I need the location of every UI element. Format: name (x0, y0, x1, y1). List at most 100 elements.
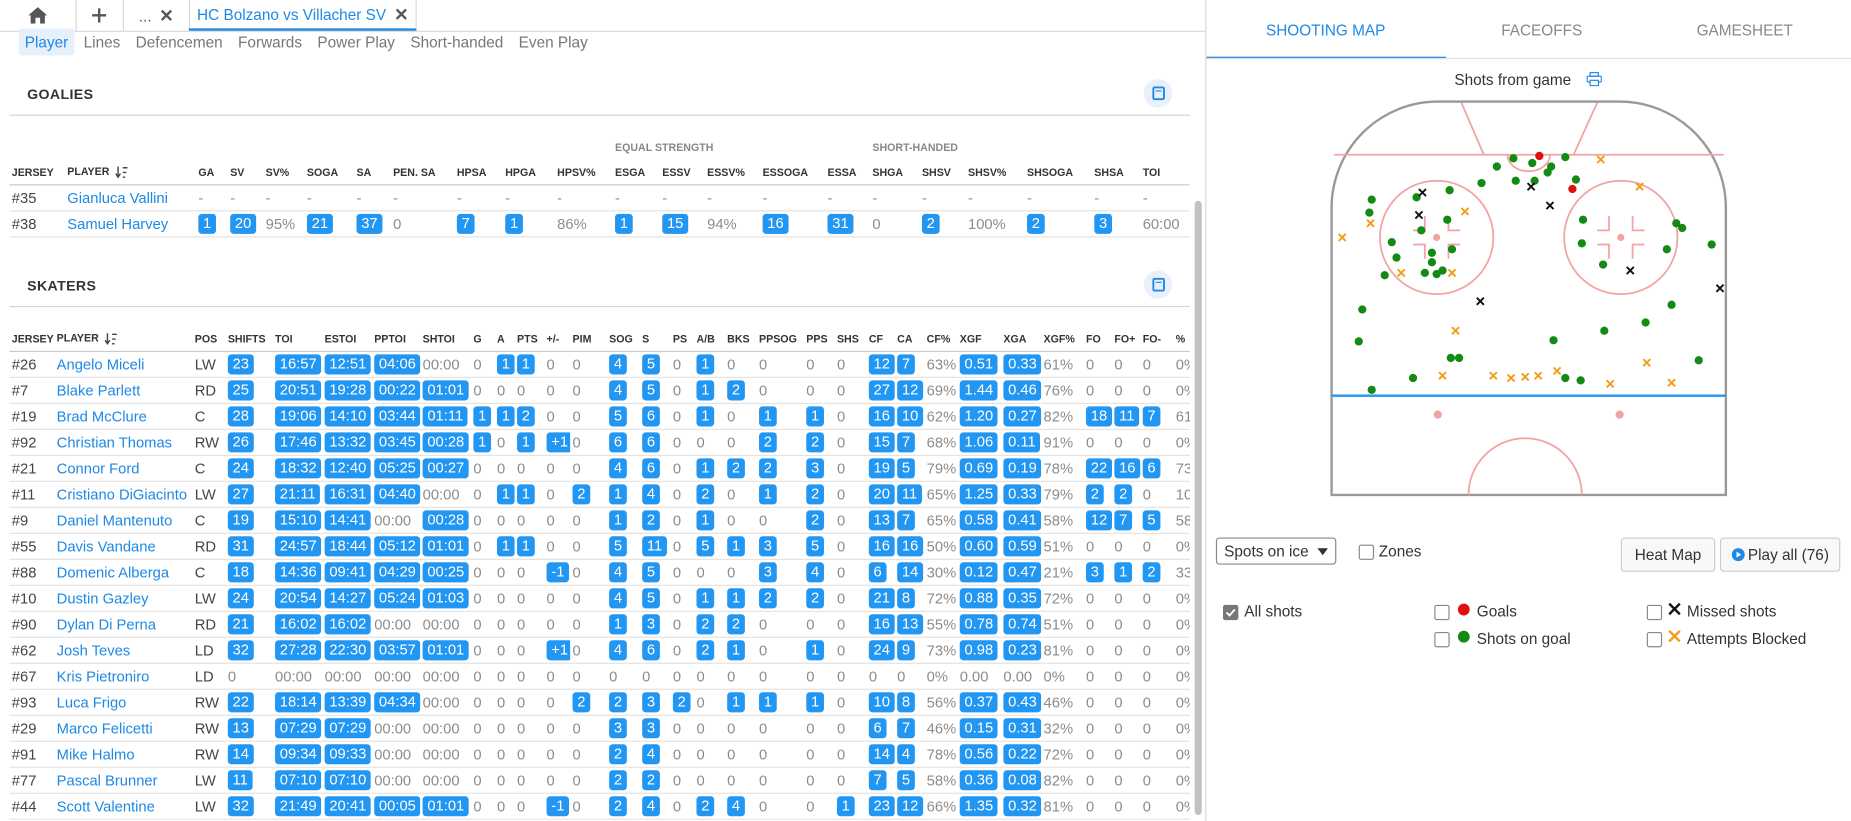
play-all-button[interactable]: Play all (76) (1719, 537, 1841, 572)
sub-tab[interactable]: Defencemen (135, 33, 223, 51)
sub-tab[interactable]: Forwards (238, 33, 303, 51)
column-header[interactable]: PLAYER (54, 326, 193, 353)
player-link[interactable]: Blake Parlett (56, 382, 141, 399)
shots-on-goal-checkbox[interactable] (1434, 631, 1450, 648)
player-link[interactable]: Davis Vandane (56, 538, 156, 555)
table-cell: 2 (570, 481, 607, 508)
column-header: SOG (606, 326, 640, 353)
stat-badge: 16 (897, 536, 924, 557)
player-link[interactable]: Dustin Gazley (56, 590, 149, 607)
player-link[interactable]: Connor Ford (56, 460, 140, 477)
zones-checkbox[interactable] (1358, 544, 1375, 560)
table-cell: 00:28 (420, 429, 472, 456)
table-cell: 0 (1083, 429, 1113, 456)
table-cell: 00:00 (322, 663, 372, 690)
scrollbar[interactable] (1194, 200, 1202, 816)
panel-tab[interactable]: FACEOFFS (1501, 21, 1583, 39)
sub-tab[interactable]: Lines (83, 33, 121, 51)
stat-badge: 22 (227, 692, 254, 713)
table-cell: 0.56 (957, 741, 1002, 768)
table-cell: 0 (694, 689, 725, 716)
group-header (705, 135, 760, 160)
table-cell: 3 (639, 689, 671, 716)
view-select[interactable]: Spots on ice (1215, 537, 1337, 565)
player-link[interactable]: Kris Pietroniro (56, 668, 150, 685)
player-link[interactable]: Pascal Brunner (56, 771, 158, 789)
home-tab[interactable] (0, 0, 77, 31)
section-title: GOALIES (27, 86, 94, 103)
close-icon[interactable] (161, 9, 173, 21)
table-row: #19 Brad McClure C 28 19:06 14:10 03:44 01:11 1 1… (9, 403, 1190, 430)
table-cell: 0 (544, 377, 571, 405)
stat-badge: 4 (609, 380, 627, 401)
table-cell: C (192, 455, 226, 482)
table-cell: 61% (1041, 351, 1084, 379)
player-link[interactable]: Josh Teves (56, 642, 131, 659)
stat-badge: 27 (227, 484, 254, 505)
table-cell: #62 (9, 637, 55, 664)
table-row: #10 Dustin Gazley LW 24 20:54 14:27 05:24 01:03… (9, 585, 1190, 612)
column-header: +/- (544, 326, 571, 353)
player-link[interactable]: Gianluca Vallini (67, 189, 168, 207)
player-link[interactable]: Brad McClure (56, 408, 147, 425)
table-row: #7 Blake Parlett RD 25 20:51 19:28 00:22 01:01 0… (9, 377, 1190, 405)
player-link[interactable]: Luca Frigo (56, 694, 127, 711)
column-header: CF (866, 326, 895, 353)
table-cell: 00:00 (371, 767, 421, 794)
table-cell: 00:00 (371, 611, 421, 638)
player-link[interactable]: Scott Valentine (56, 797, 155, 815)
panel-tab[interactable]: GAMESHEET (1696, 21, 1793, 39)
table-cell: 0 (1140, 793, 1174, 820)
table-cell: 0 (756, 351, 804, 379)
table-cell: 07:29 (322, 715, 372, 742)
goals-checkbox[interactable] (1434, 604, 1450, 621)
stat-badge: 21:11 (275, 484, 321, 505)
table-cell: 0 (494, 793, 515, 820)
all-shots-checkbox[interactable] (1222, 604, 1239, 621)
book-button[interactable] (1143, 270, 1173, 299)
sub-tab[interactable]: Power Play (317, 33, 395, 51)
game-tab[interactable]: HC Bolzano vs Villacher SV (188, 0, 417, 31)
table-cell: 14 (894, 559, 925, 586)
missed-checkbox[interactable] (1646, 604, 1663, 621)
panel-tab[interactable]: SHOOTING MAP (1265, 21, 1386, 39)
table-cell: 00:28 (420, 507, 472, 534)
player-link[interactable]: Samuel Harvey (67, 215, 169, 233)
table-cell: 2 (724, 377, 757, 405)
header-label: ESSOGA (762, 165, 809, 178)
sort-icon[interactable] (114, 166, 128, 179)
new-tab[interactable] (76, 0, 124, 31)
table-cell: 32 (225, 793, 273, 820)
sub-tab[interactable]: Player (18, 28, 75, 56)
sort-icon[interactable] (104, 332, 118, 345)
player-link[interactable]: Angelo Miceli (56, 356, 145, 373)
table-cell: 0 (390, 210, 455, 238)
player-link[interactable]: Mike Halmo (56, 745, 135, 763)
table-cell: 0 (834, 715, 867, 742)
heat-map-button[interactable]: Heat Map (1620, 537, 1716, 572)
player-link[interactable]: Domenic Alberga (56, 564, 170, 581)
sub-tab[interactable]: Short-handed (410, 33, 504, 51)
sub-tab[interactable]: Even Play (518, 33, 588, 51)
player-link[interactable]: Dylan Di Perna (56, 616, 156, 633)
player-link[interactable]: Cristiano DiGiacinto (56, 486, 188, 503)
table-cell: 0 (834, 611, 867, 638)
table-cell: C (192, 507, 226, 534)
stat-badge: 15 (662, 213, 689, 234)
table-cell: 2 (1140, 559, 1174, 586)
group-header (503, 135, 555, 160)
player-link[interactable]: Daniel Mantenuto (56, 512, 173, 529)
table-cell: 0 (670, 455, 695, 482)
stat-badge: 09:33 (324, 744, 372, 765)
table-cell: 2 (1024, 210, 1092, 238)
blocked-checkbox[interactable] (1646, 631, 1663, 648)
player-link[interactable]: Marco Felicetti (56, 719, 153, 737)
player-link[interactable]: Christian Thomas (56, 434, 173, 451)
print-icon[interactable] (1586, 72, 1602, 87)
table-cell: 6 (866, 715, 895, 742)
column-header[interactable]: PLAYER (64, 159, 196, 186)
column-header: TOI (272, 326, 323, 353)
book-button[interactable] (1143, 79, 1173, 108)
close-icon[interactable] (395, 8, 408, 20)
collapsed-tab[interactable]: ... (123, 0, 191, 31)
